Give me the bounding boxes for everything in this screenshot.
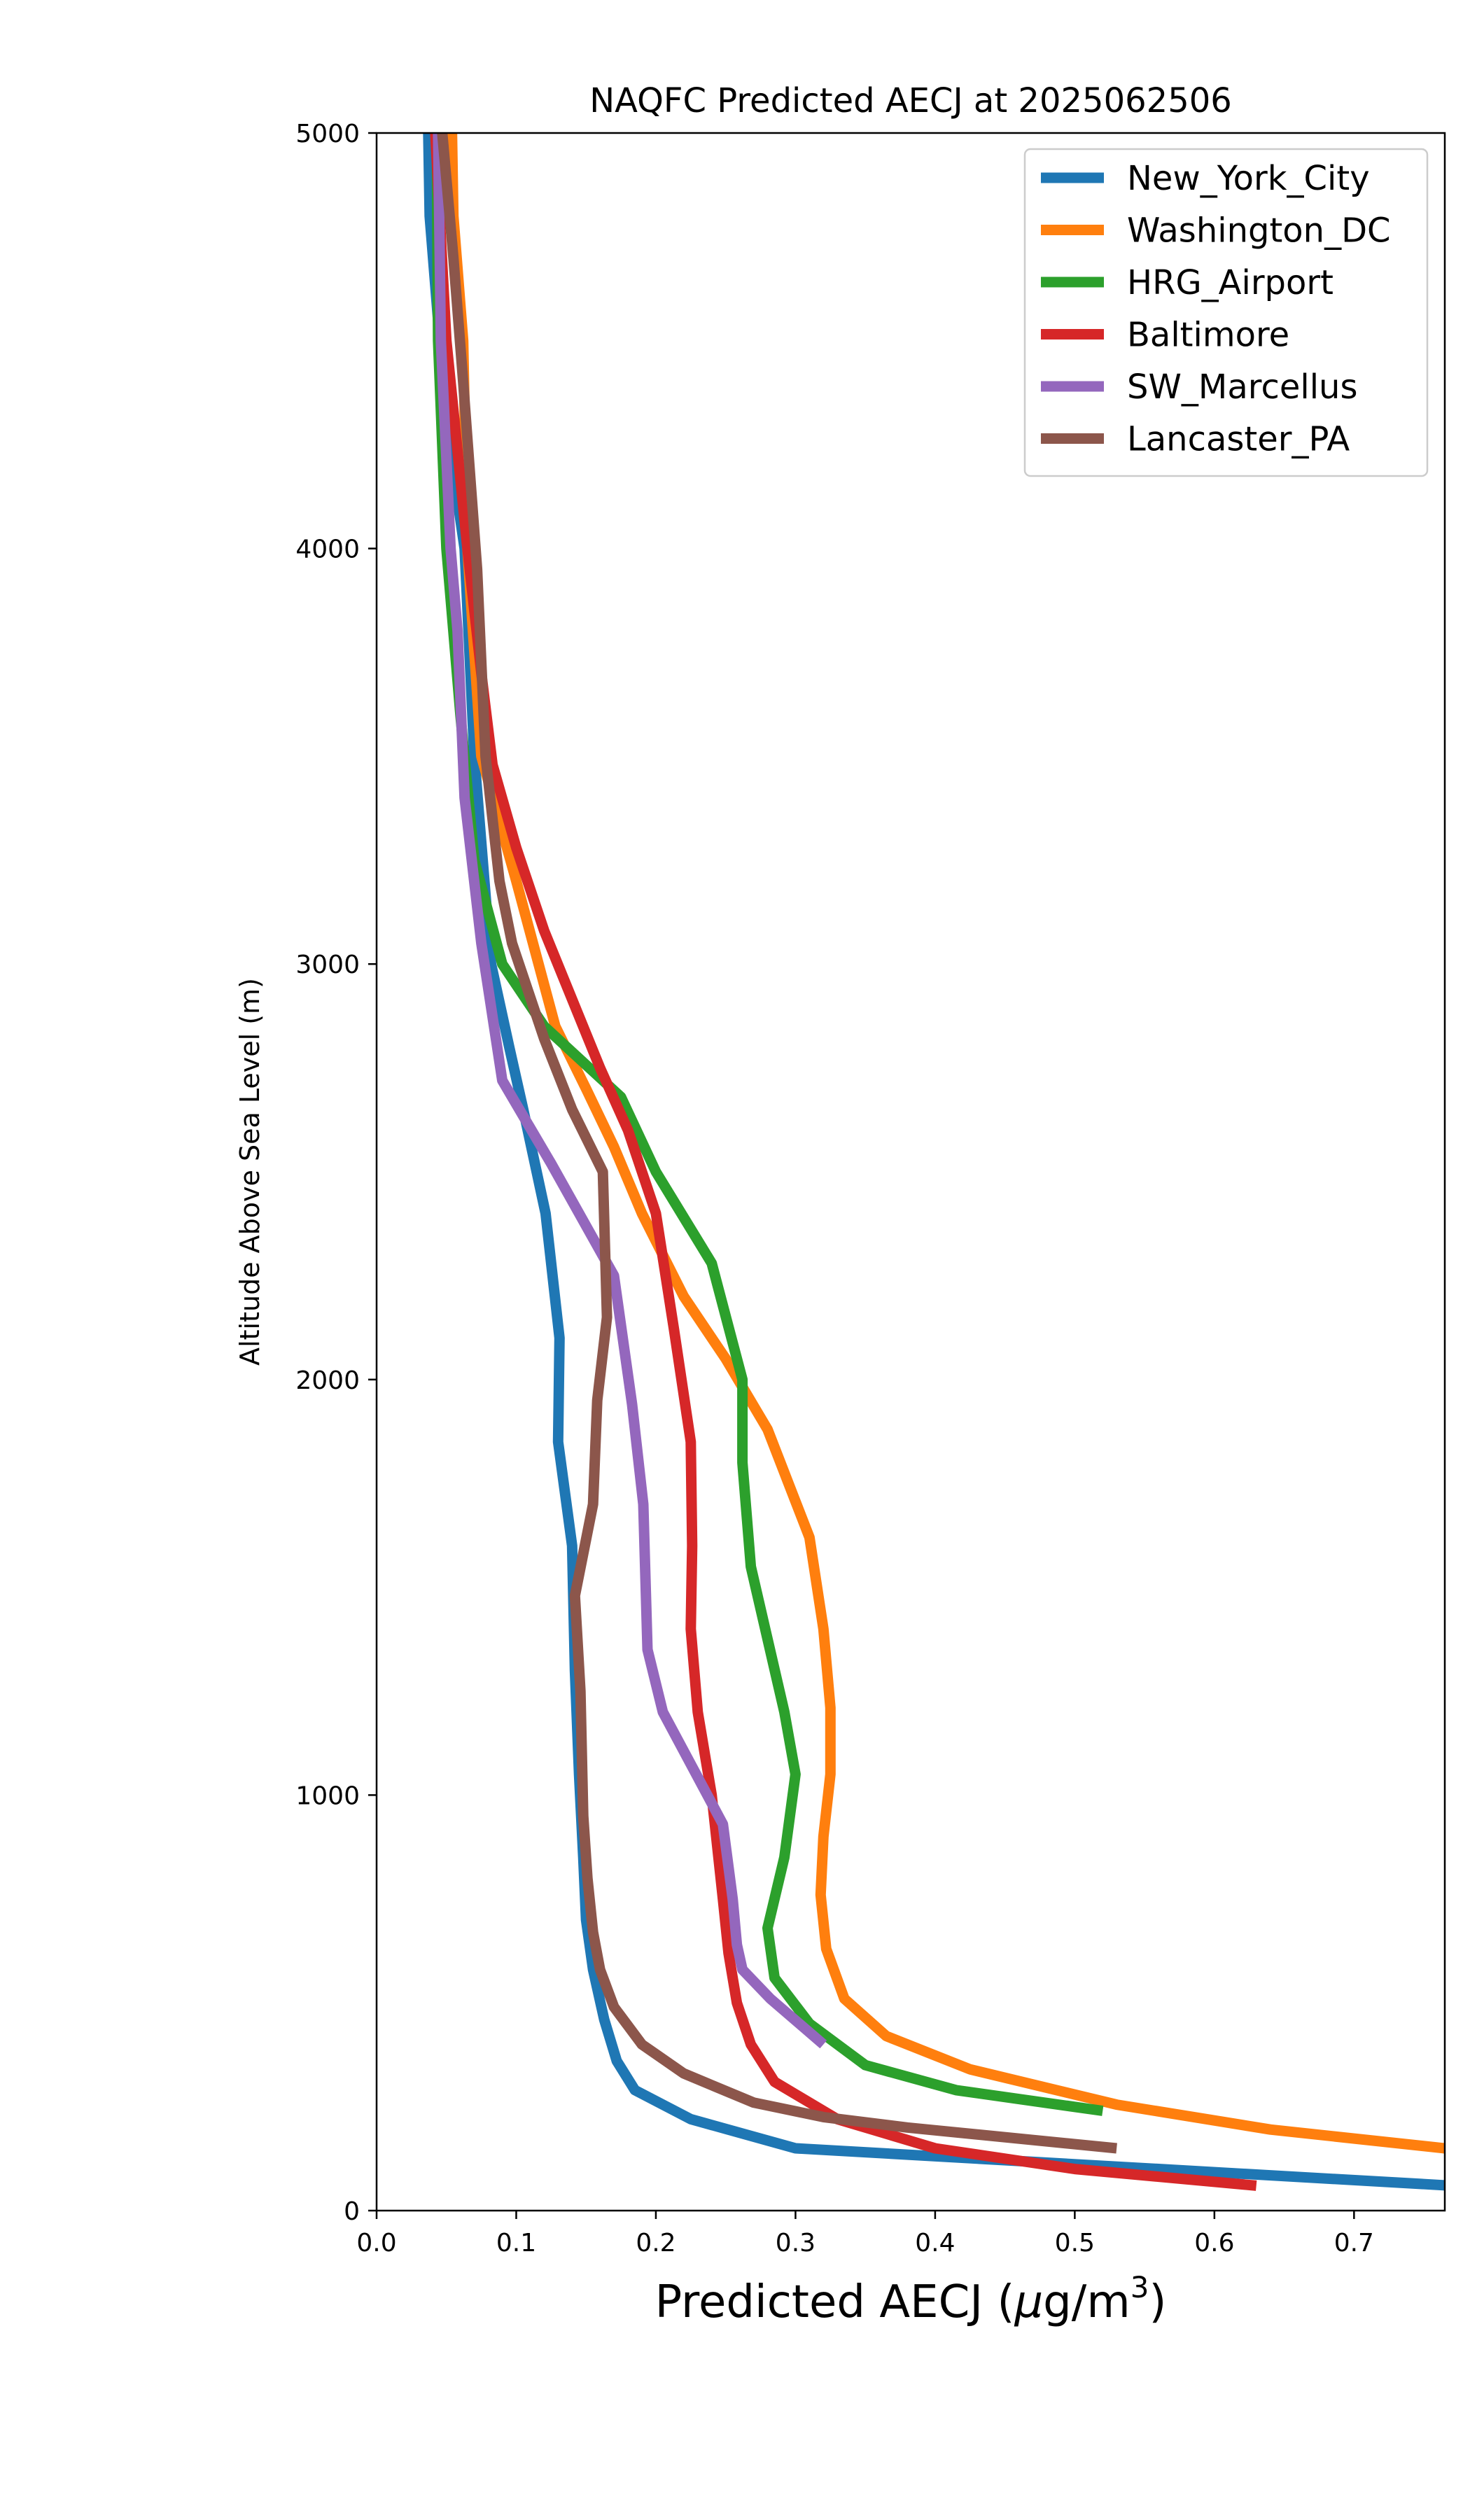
x-axis-label-close: ) xyxy=(1149,2276,1166,2328)
legend-box xyxy=(1023,148,1429,477)
legend-label-new-york-city: New_York_City xyxy=(1127,159,1370,198)
x-axis-label: Predicted AECJ (μg/m3) xyxy=(655,2270,1167,2328)
x-axis-ticks: 0.0 0.1 0.2 0.3 0.4 0.5 0.6 0.7 xyxy=(356,2211,1374,2258)
x-tick-label: 0.6 xyxy=(1194,2229,1234,2258)
y-tick-label: 5000 xyxy=(295,120,360,148)
x-tick-label: 0.3 xyxy=(776,2229,816,2258)
y-tick-label: 1000 xyxy=(295,1782,360,1810)
x-tick-label: 0.4 xyxy=(915,2229,955,2258)
y-tick-label: 3000 xyxy=(295,951,360,979)
series-line-lancaster-pa xyxy=(437,133,1117,2154)
series-line-hrg-airport xyxy=(431,133,1104,2116)
legend-label-lancaster-pa: Lancaster_PA xyxy=(1127,420,1350,459)
x-tick-label: 0.2 xyxy=(636,2229,676,2258)
x-axis-label-unit: g/m xyxy=(1043,2276,1130,2328)
x-tick-label: 0.5 xyxy=(1055,2229,1095,2258)
series-group xyxy=(423,133,1445,2191)
series-line-baltimore xyxy=(430,133,1257,2191)
x-tick-label: 0.0 xyxy=(356,2229,396,2258)
legend-label-baltimore: Baltimore xyxy=(1127,316,1289,355)
legend: New_York_City Washington_DC HRG_Airport Bal… xyxy=(1023,148,1429,477)
x-axis-label-sup: 3 xyxy=(1130,2270,1149,2304)
plot-frame xyxy=(375,132,1446,2212)
x-tick-label: 0.7 xyxy=(1334,2229,1374,2258)
x-axis-label-mu: μ xyxy=(1014,2276,1043,2328)
chart-title: NAQFC Predicted AECJ at 2025062506 xyxy=(589,81,1232,120)
y-tick-label: 0 xyxy=(344,2197,360,2226)
legend-label-sw-marcellus: SW_Marcellus xyxy=(1127,368,1357,407)
legend-label-washington-dc: Washington_DC xyxy=(1127,211,1391,251)
x-axis-label-main: Predicted AECJ ( xyxy=(655,2276,1015,2328)
series-line-sw-marcellus xyxy=(433,133,827,2049)
legend-label-hrg-airport: HRG_Airport xyxy=(1127,263,1334,302)
y-axis-label: Altitude Above Sea Level (m) xyxy=(234,978,265,1366)
y-tick-label: 2000 xyxy=(295,1366,360,1395)
y-axis-ticks: 0 1000 2000 3000 4000 5000 xyxy=(295,120,377,2226)
x-tick-label: 0.1 xyxy=(496,2229,536,2258)
series-line-new-york-city xyxy=(423,133,1445,2191)
y-tick-label: 4000 xyxy=(295,536,360,564)
